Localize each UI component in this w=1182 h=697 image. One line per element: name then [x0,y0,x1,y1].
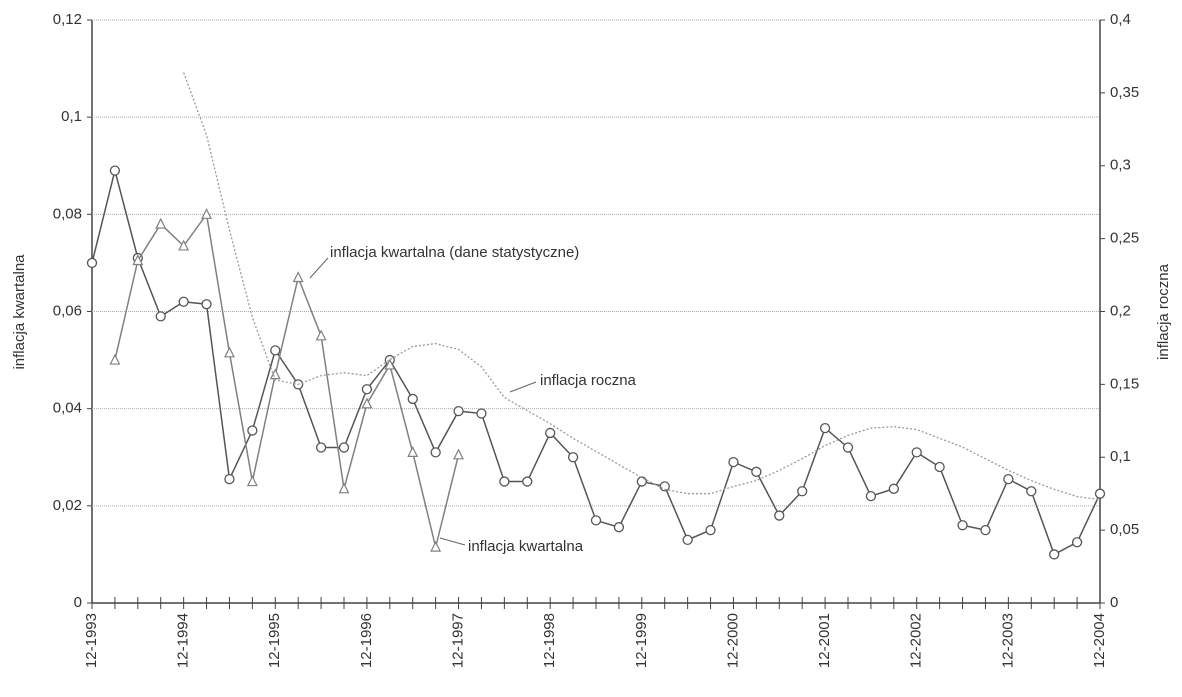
marker [269,368,281,380]
marker [407,446,419,457]
marker [223,346,235,358]
marker [476,408,487,419]
x-tick-label: 12-2000 [724,613,741,668]
marker [705,524,716,536]
x-tick-label: 12-2003 [999,613,1016,668]
x-tick-label: 12-2004 [1091,613,1108,668]
marker [453,405,464,417]
y-tick-label: 0,12 [53,11,82,28]
marker [499,476,510,487]
y-tick-label: 0 [74,594,82,611]
x-tick-label: 12-1993 [83,613,100,668]
marker [453,448,465,460]
marker [819,422,831,434]
marker [751,466,762,477]
marker [522,476,533,487]
series-label: inflacja roczna [540,372,637,389]
marker [86,257,98,269]
marker [224,473,235,485]
marker [590,515,602,526]
y2-tick-label: 0,15 [1110,375,1139,392]
leader-line [309,257,329,279]
y2-tick-label: 0,4 [1110,11,1131,28]
marker [246,475,258,487]
x-tick-label: 12-1997 [450,613,467,668]
y2-tick-label: 0,2 [1110,302,1131,319]
x-tick-label: 12-1999 [633,613,650,668]
y-tick-label: 0,02 [53,497,82,514]
marker [155,311,166,322]
marker [430,447,441,458]
marker [315,442,327,453]
y-tick-label: 0,08 [53,205,82,222]
marker [430,540,442,552]
marker [292,271,304,283]
x-tick-label: 12-2002 [908,613,925,668]
marker [1094,488,1106,499]
marker [842,442,854,453]
marker [567,452,579,463]
marker [545,427,556,439]
marker [682,534,693,545]
leader-line [439,537,466,546]
leader-line [509,381,537,393]
y-tick-label: 0,1 [61,108,82,125]
y2-tick-label: 0,35 [1110,84,1139,101]
y2-tick-label: 0,25 [1110,230,1139,247]
marker [888,483,899,494]
y2-tick-label: 0 [1110,594,1118,611]
marker [797,486,808,497]
y-tick-label: 0,06 [53,302,82,319]
marker [613,522,625,533]
marker [155,217,167,229]
marker [980,524,991,536]
marker [774,510,785,521]
marker [270,345,281,356]
x-tick-label: 12-1996 [358,613,375,668]
y2-tick-label: 0,3 [1110,157,1131,174]
marker [384,358,396,370]
marker [1026,486,1037,497]
marker [911,447,922,458]
y-tick-label: 0,04 [53,400,82,417]
marker [338,442,350,453]
marker [636,476,647,487]
marker [1049,549,1060,560]
x-tick-label: 12-1998 [541,613,558,668]
marker [109,165,121,176]
marker [1003,473,1014,485]
marker [361,384,373,395]
series-label: inflacja kwartalna [468,538,584,555]
x-tick-label: 12-1995 [266,613,283,668]
marker [178,239,190,251]
marker [361,397,373,409]
y2-tick-label: 0,1 [1110,448,1131,465]
marker [659,481,670,492]
marker [315,329,327,341]
marker [728,456,739,468]
marker [201,207,213,219]
x-tick-label: 12-1994 [175,613,192,668]
marker [934,461,945,473]
marker [865,490,877,502]
marker [109,353,121,365]
marker [957,520,968,531]
marker [338,482,350,494]
marker [178,296,189,307]
marker [407,393,418,405]
marker [247,425,258,436]
series-line [183,72,1101,501]
y2-tick-label: 0,05 [1110,521,1139,538]
y-axis-label: inflacja kwartalna [11,254,28,370]
series-label: inflacja kwartalna (dane statystyczne) [330,244,579,261]
marker [132,254,144,266]
series-line [114,212,460,548]
marker [1071,537,1083,548]
x-tick-label: 12-2001 [816,613,833,668]
marker [201,299,212,310]
y2-axis-label: inflacja roczna [1155,263,1172,360]
series-line [91,170,1101,556]
